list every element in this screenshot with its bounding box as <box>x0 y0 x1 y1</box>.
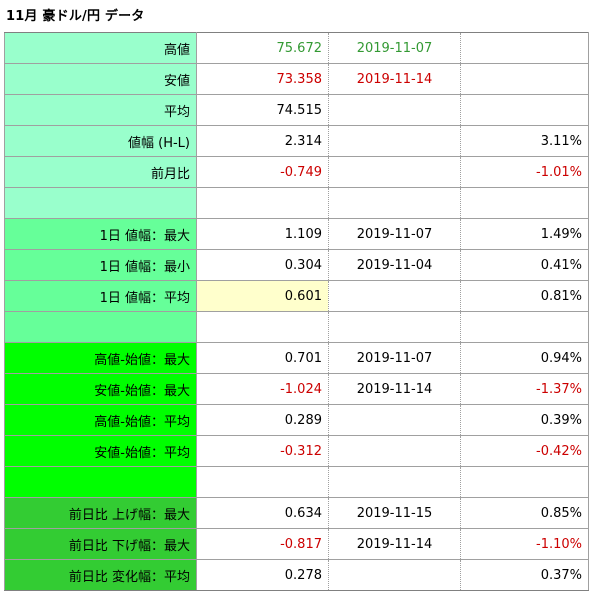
row-value: 0.278 <box>196 559 329 591</box>
table-row: 高値-始値：最大 0.701 2019-11-07 0.94% <box>4 342 589 374</box>
row-value <box>196 466 329 498</box>
row-value <box>196 311 329 343</box>
row-value: -0.312 <box>196 435 329 467</box>
row-label: 前日比 下げ幅：最大 <box>4 528 197 560</box>
row-date: 2019-11-15 <box>328 497 461 529</box>
table-row: 1日 値幅：最大 1.109 2019-11-07 1.49% <box>4 218 589 250</box>
row-date <box>328 404 461 436</box>
row-date: 2019-11-14 <box>328 63 461 95</box>
row-date: 2019-11-07 <box>328 342 461 374</box>
row-value: -0.749 <box>196 156 329 188</box>
row-value: 0.701 <box>196 342 329 374</box>
row-percent <box>460 311 589 343</box>
row-date: 2019-11-07 <box>328 218 461 250</box>
row-label: 安値-始値：最大 <box>4 373 197 405</box>
row-value: 73.358 <box>196 63 329 95</box>
row-label <box>4 187 197 219</box>
row-percent <box>460 63 589 95</box>
table-row: 高値 75.672 2019-11-07 <box>4 32 589 64</box>
row-percent: -1.01% <box>460 156 589 188</box>
row-percent <box>460 466 589 498</box>
table-row: 高値-始値：平均 0.289 0.39% <box>4 404 589 436</box>
row-date: 2019-11-07 <box>328 32 461 64</box>
row-date: 2019-11-14 <box>328 528 461 560</box>
row-date <box>328 559 461 591</box>
row-label: 1日 値幅：最大 <box>4 218 197 250</box>
row-date <box>328 435 461 467</box>
table-row: 前日比 上げ幅：最大 0.634 2019-11-15 0.85% <box>4 497 589 529</box>
row-label: 安値 <box>4 63 197 95</box>
row-label: 高値-始値：平均 <box>4 404 197 436</box>
row-date <box>328 125 461 157</box>
row-percent: -0.42% <box>460 435 589 467</box>
page-title: 11月 豪ドル/円 データ <box>6 9 145 24</box>
row-label: 高値 <box>4 32 197 64</box>
row-date <box>328 311 461 343</box>
row-percent: 0.39% <box>460 404 589 436</box>
row-value: 0.304 <box>196 249 329 281</box>
row-percent: 0.81% <box>460 280 589 312</box>
row-value: 0.289 <box>196 404 329 436</box>
row-label: 値幅 (H-L) <box>4 125 197 157</box>
row-percent <box>460 187 589 219</box>
row-value: -1.024 <box>196 373 329 405</box>
row-percent: 3.11% <box>460 125 589 157</box>
row-date <box>328 280 461 312</box>
row-value <box>196 187 329 219</box>
row-label: 1日 値幅：最小 <box>4 249 197 281</box>
row-label: 1日 値幅：平均 <box>4 280 197 312</box>
row-date <box>328 156 461 188</box>
table-row: 値幅 (H-L) 2.314 3.11% <box>4 125 589 157</box>
spacer-row <box>4 187 589 219</box>
row-percent: 0.85% <box>460 497 589 529</box>
row-value: -0.817 <box>196 528 329 560</box>
row-date <box>328 94 461 126</box>
table-row: 平均 74.515 <box>4 94 589 126</box>
row-percent: 0.94% <box>460 342 589 374</box>
row-label: 平均 <box>4 94 197 126</box>
row-value: 0.634 <box>196 497 329 529</box>
row-label: 安値-始値：平均 <box>4 435 197 467</box>
table-row: 1日 値幅：平均 0.601 0.81% <box>4 280 589 312</box>
row-date: 2019-11-14 <box>328 373 461 405</box>
table-row: 前日比 変化幅：平均 0.278 0.37% <box>4 559 589 591</box>
spacer-row <box>4 466 589 498</box>
table-row: 1日 値幅：最小 0.304 2019-11-04 0.41% <box>4 249 589 281</box>
row-percent: 0.41% <box>460 249 589 281</box>
row-label: 高値-始値：最大 <box>4 342 197 374</box>
row-value: 0.601 <box>196 280 329 312</box>
row-label: 前日比 変化幅：平均 <box>4 559 197 591</box>
row-percent <box>460 32 589 64</box>
table-row: 前日比 下げ幅：最大 -0.817 2019-11-14 -1.10% <box>4 528 589 560</box>
row-value: 74.515 <box>196 94 329 126</box>
row-label: 前月比 <box>4 156 197 188</box>
table-row: 前月比 -0.749 -1.01% <box>4 156 589 188</box>
row-percent: 0.37% <box>460 559 589 591</box>
row-value: 2.314 <box>196 125 329 157</box>
table-row: 安値-始値：平均 -0.312 -0.42% <box>4 435 589 467</box>
row-date <box>328 187 461 219</box>
spacer-row <box>4 311 589 343</box>
row-label <box>4 311 197 343</box>
row-percent: -1.10% <box>460 528 589 560</box>
row-percent: 1.49% <box>460 218 589 250</box>
row-date <box>328 466 461 498</box>
row-percent: -1.37% <box>460 373 589 405</box>
row-label <box>4 466 197 498</box>
row-value: 1.109 <box>196 218 329 250</box>
table-row: 安値 73.358 2019-11-14 <box>4 63 589 95</box>
row-date: 2019-11-04 <box>328 249 461 281</box>
row-percent <box>460 94 589 126</box>
table-row: 安値-始値：最大 -1.024 2019-11-14 -1.37% <box>4 373 589 405</box>
data-table: 高値 75.672 2019-11-07 安値 73.358 2019-11-1… <box>4 32 589 591</box>
row-label: 前日比 上げ幅：最大 <box>4 497 197 529</box>
row-value: 75.672 <box>196 32 329 64</box>
